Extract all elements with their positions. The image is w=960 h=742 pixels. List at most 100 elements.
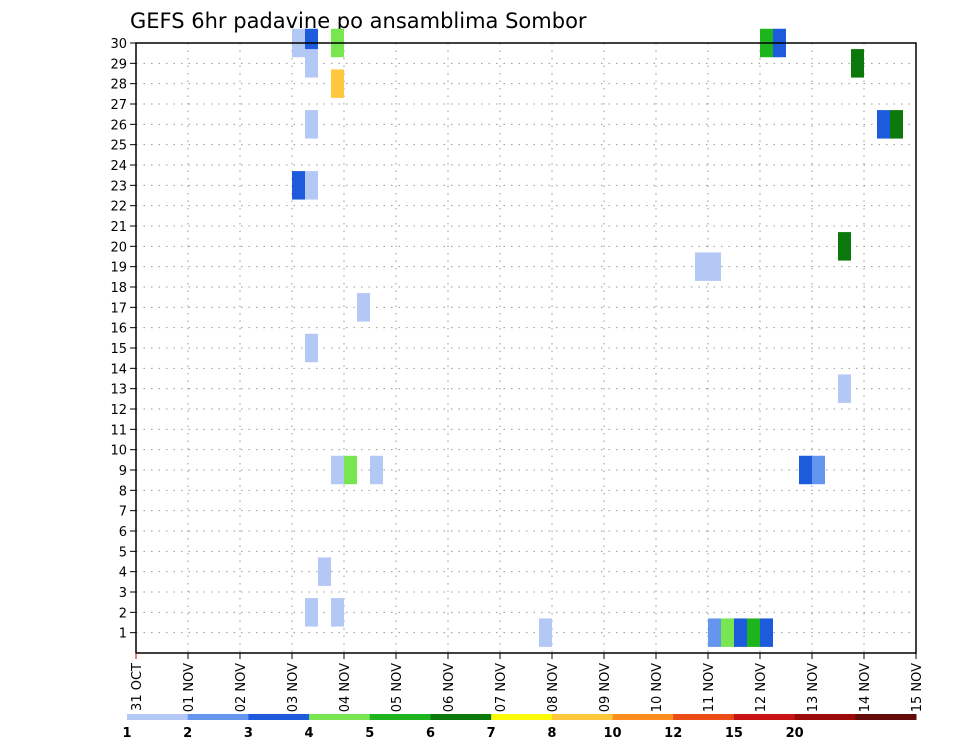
x-tick-label: 10 NOV xyxy=(650,663,665,712)
legend-swatch xyxy=(673,714,735,720)
precip-cell xyxy=(812,455,825,485)
x-tick-label: 04 NOV xyxy=(338,663,353,712)
legend-swatch xyxy=(551,714,614,720)
precip-cell xyxy=(851,49,864,78)
precip-cell xyxy=(695,252,708,281)
legend-swatch xyxy=(430,714,492,720)
precip-cell xyxy=(721,618,734,647)
precip-cell xyxy=(305,171,318,200)
x-tick-label: 07 NOV xyxy=(494,663,509,712)
legend-label: 1 xyxy=(122,726,131,741)
x-tick-label: 11 NOV xyxy=(702,663,717,712)
y-tick-label: 15 xyxy=(110,342,127,357)
y-tick-label: 7 xyxy=(119,505,127,520)
legend-swatch xyxy=(309,714,371,720)
precip-cell xyxy=(318,557,331,586)
x-tick-label: 01 NOV xyxy=(182,663,197,712)
y-tick-label: 28 xyxy=(110,78,127,93)
y-tick-label: 6 xyxy=(119,525,127,540)
x-tick-label: 14 NOV xyxy=(858,663,873,712)
y-tick-label: 3 xyxy=(119,586,127,601)
y-tick-label: 30 xyxy=(110,37,127,52)
legend-swatch xyxy=(733,714,796,720)
x-tick-label: 02 NOV xyxy=(234,663,249,712)
legend-label: 15 xyxy=(725,726,743,741)
precip-cell xyxy=(305,333,318,363)
precip-cell xyxy=(370,455,383,485)
legend-label: 2 xyxy=(183,726,192,741)
precip-cell xyxy=(708,252,721,281)
legend-swatch xyxy=(491,714,553,720)
legend-label: 7 xyxy=(487,726,496,741)
precip-cell xyxy=(760,618,773,647)
y-tick-label: 27 xyxy=(110,98,127,113)
color-legend: 1 2 3 4 5 6 7 8 10 12 15 20 xyxy=(122,714,917,741)
x-axis-ticks: 31 OCT 01 NOV 02 NOV 03 NOV 04 NOV 05 NOV 06 N… xyxy=(130,653,925,712)
legend-label: 6 xyxy=(426,726,435,741)
legend-swatch xyxy=(369,714,431,720)
y-tick-label: 9 xyxy=(119,464,127,479)
legend-label: 20 xyxy=(786,726,804,741)
precip-cell xyxy=(305,598,318,627)
precip-cell xyxy=(305,110,318,139)
legend-swatch xyxy=(794,714,856,720)
y-tick-label: 10 xyxy=(110,444,127,459)
legend-label: 8 xyxy=(547,726,556,741)
precip-cell xyxy=(331,598,344,627)
x-tick-label: 13 NOV xyxy=(806,663,821,712)
precip-cell xyxy=(838,232,851,261)
x-tick-label: 12 NOV xyxy=(754,663,769,712)
legend-swatch xyxy=(127,714,189,720)
x-tick-label: 09 NOV xyxy=(598,663,613,712)
y-tick-label: 2 xyxy=(119,606,127,621)
precip-cell xyxy=(539,618,552,647)
y-tick-label: 18 xyxy=(110,281,127,296)
precip-cell xyxy=(877,110,890,139)
precip-cell xyxy=(305,49,318,78)
y-tick-label: 24 xyxy=(110,159,127,174)
precip-cell xyxy=(708,618,721,647)
legend-label: 3 xyxy=(244,726,253,741)
y-tick-label: 13 xyxy=(110,383,127,398)
y-tick-label: 12 xyxy=(110,403,127,418)
y-tick-label: 26 xyxy=(110,118,127,133)
chart-title: GEFS 6hr padavine po ansamblima Sombor xyxy=(130,9,587,33)
data-cells xyxy=(292,28,903,647)
legend-swatch xyxy=(855,714,917,720)
legend-label: 10 xyxy=(603,726,621,741)
y-tick-label: 5 xyxy=(119,545,127,560)
y-tick-label: 17 xyxy=(110,301,127,316)
x-tick-label: 08 NOV xyxy=(546,663,561,712)
legend-label: 5 xyxy=(365,726,374,741)
precip-cell xyxy=(331,69,344,98)
precip-cell xyxy=(344,455,357,485)
y-tick-label: 1 xyxy=(119,627,127,642)
x-tick-label: 31 OCT xyxy=(130,663,145,711)
precip-cell xyxy=(747,618,760,647)
legend-label: 12 xyxy=(664,726,682,741)
y-tick-label: 11 xyxy=(110,423,127,438)
y-tick-label: 21 xyxy=(110,220,127,235)
precip-cell xyxy=(331,455,344,485)
precip-cell xyxy=(734,618,747,647)
x-tick-label: 05 NOV xyxy=(390,663,405,712)
y-tick-label: 22 xyxy=(110,200,127,215)
x-tick-label: 06 NOV xyxy=(442,663,457,712)
precip-cell xyxy=(292,171,305,200)
y-tick-label: 16 xyxy=(110,322,127,337)
legend-swatch xyxy=(612,714,674,720)
x-tick-label: 15 NOV xyxy=(910,663,925,712)
y-tick-label: 29 xyxy=(110,57,127,72)
y-tick-label: 14 xyxy=(110,362,127,377)
y-axis-ticks: 1234567891011121314151617181920212223242… xyxy=(110,37,136,642)
y-tick-label: 8 xyxy=(119,484,127,499)
precip-cell xyxy=(838,374,851,403)
y-tick-label: 23 xyxy=(110,179,127,194)
legend-label: 4 xyxy=(305,726,314,741)
y-tick-label: 4 xyxy=(119,566,127,581)
precip-cell xyxy=(799,455,812,485)
x-tick-label: 03 NOV xyxy=(286,663,301,712)
precip-cell xyxy=(357,293,370,322)
legend-swatch xyxy=(248,714,310,720)
